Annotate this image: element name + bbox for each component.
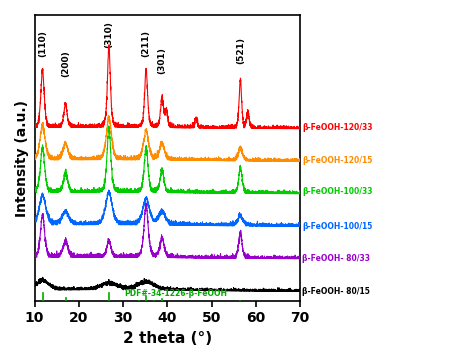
Text: β-FeOOH-100/15: β-FeOOH-100/15 <box>302 222 373 231</box>
Text: (301): (301) <box>157 47 166 74</box>
Text: β-FeOOH-100/33: β-FeOOH-100/33 <box>302 187 373 196</box>
Text: β-FeOOH- 80/33: β-FeOOH- 80/33 <box>302 254 370 263</box>
Text: (211): (211) <box>142 30 151 57</box>
Text: PDF#-34-1226-β-FeOOH: PDF#-34-1226-β-FeOOH <box>125 289 228 298</box>
Text: (521): (521) <box>236 37 245 64</box>
Y-axis label: Intensity (a.u.): Intensity (a.u.) <box>15 100 29 217</box>
Text: (310): (310) <box>104 21 113 48</box>
Text: (200): (200) <box>61 50 70 77</box>
X-axis label: 2 theta (°): 2 theta (°) <box>123 331 212 346</box>
Text: (110): (110) <box>38 30 47 57</box>
Text: β-FeOOH-120/33: β-FeOOH-120/33 <box>302 123 373 132</box>
Text: β-FeOOH-120/15: β-FeOOH-120/15 <box>302 156 373 165</box>
Text: β-FeOOH- 80/15: β-FeOOH- 80/15 <box>302 287 370 296</box>
